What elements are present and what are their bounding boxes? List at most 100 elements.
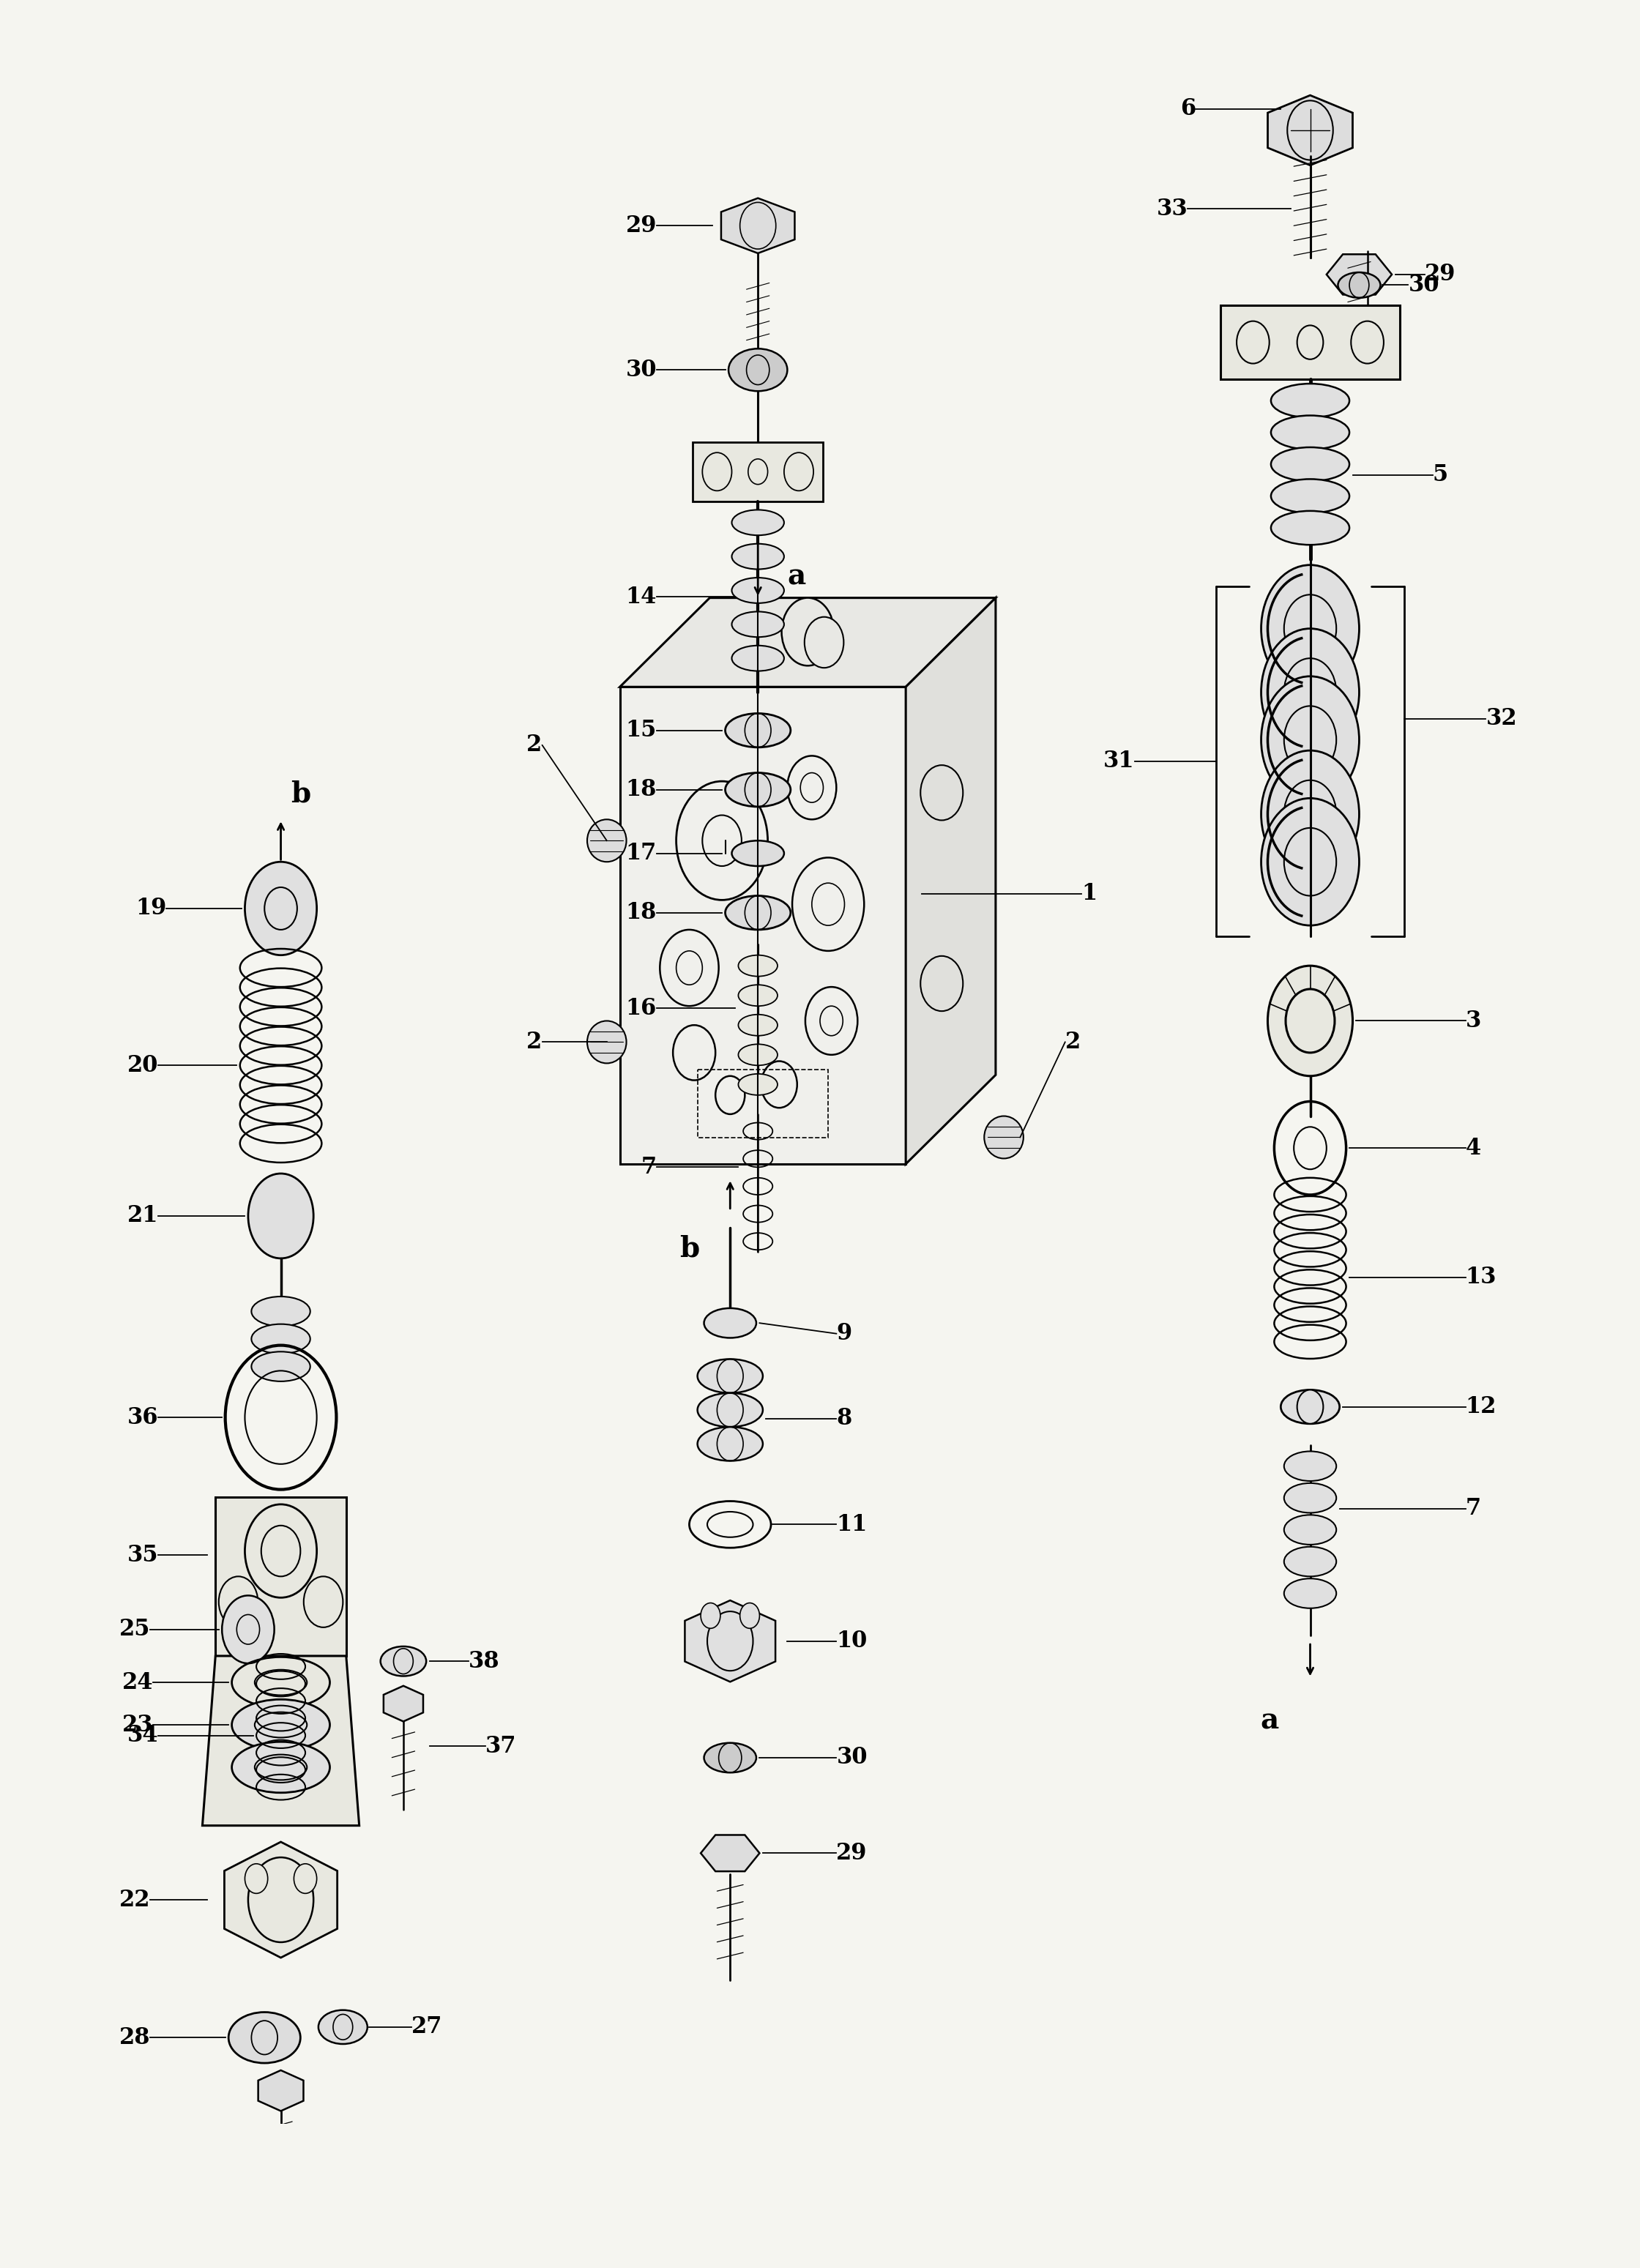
Circle shape	[1237, 322, 1269, 363]
Text: 36: 36	[128, 1406, 159, 1429]
Text: 18: 18	[625, 778, 656, 801]
Ellipse shape	[231, 1742, 330, 1792]
Circle shape	[1261, 798, 1360, 925]
Text: 19: 19	[136, 898, 166, 921]
Circle shape	[787, 755, 836, 819]
Text: 6: 6	[1181, 98, 1196, 120]
Text: 2: 2	[526, 735, 543, 758]
Text: 37: 37	[485, 1735, 517, 1758]
Ellipse shape	[704, 1309, 756, 1338]
Ellipse shape	[738, 1014, 777, 1036]
Circle shape	[740, 202, 776, 249]
Circle shape	[244, 1864, 267, 1894]
Ellipse shape	[725, 896, 790, 930]
Ellipse shape	[697, 1393, 763, 1427]
Ellipse shape	[1271, 479, 1350, 513]
Circle shape	[1284, 658, 1337, 726]
Polygon shape	[257, 2071, 303, 2112]
Ellipse shape	[731, 510, 784, 535]
Ellipse shape	[1338, 272, 1381, 297]
Polygon shape	[692, 442, 823, 501]
Polygon shape	[202, 1656, 359, 1826]
Ellipse shape	[231, 1699, 330, 1751]
Text: 8: 8	[836, 1406, 851, 1429]
Text: 30: 30	[836, 1746, 868, 1769]
Ellipse shape	[984, 1116, 1023, 1159]
Text: b: b	[290, 780, 310, 807]
Ellipse shape	[1284, 1452, 1337, 1481]
Circle shape	[700, 1603, 720, 1628]
Circle shape	[1284, 594, 1337, 662]
Polygon shape	[905, 599, 995, 1163]
Circle shape	[1287, 100, 1333, 161]
Text: 4: 4	[1466, 1136, 1481, 1159]
Text: 22: 22	[120, 1889, 151, 1912]
Text: 29: 29	[836, 1842, 868, 1864]
Ellipse shape	[587, 1021, 626, 1064]
Ellipse shape	[731, 841, 784, 866]
Circle shape	[792, 857, 864, 950]
Polygon shape	[620, 599, 995, 687]
Circle shape	[1284, 780, 1337, 848]
Polygon shape	[1327, 254, 1392, 295]
Text: 10: 10	[836, 1631, 868, 1653]
Polygon shape	[1220, 306, 1401, 379]
Circle shape	[715, 1075, 745, 1114]
Ellipse shape	[1284, 1547, 1337, 1576]
Polygon shape	[620, 687, 905, 1163]
Ellipse shape	[738, 984, 777, 1007]
Text: 29: 29	[1425, 263, 1456, 286]
Circle shape	[1284, 705, 1337, 773]
Ellipse shape	[731, 544, 784, 569]
Polygon shape	[215, 1497, 346, 1656]
Circle shape	[294, 1864, 317, 1894]
Circle shape	[920, 764, 963, 821]
Text: 20: 20	[128, 1055, 159, 1077]
Circle shape	[761, 1061, 797, 1107]
Text: 1: 1	[1081, 882, 1097, 905]
Circle shape	[805, 617, 843, 667]
Text: 34: 34	[126, 1724, 159, 1746]
Text: 9: 9	[836, 1322, 851, 1345]
Ellipse shape	[725, 773, 790, 807]
Text: 7: 7	[1466, 1497, 1481, 1520]
Circle shape	[676, 780, 768, 900]
Text: a: a	[1260, 1708, 1279, 1735]
Text: 17: 17	[626, 841, 656, 864]
Circle shape	[1351, 322, 1384, 363]
Ellipse shape	[731, 612, 784, 637]
Circle shape	[244, 862, 317, 955]
Polygon shape	[225, 1842, 338, 1957]
Text: 35: 35	[128, 1545, 159, 1567]
Circle shape	[707, 1610, 753, 1672]
Circle shape	[248, 1173, 313, 1259]
Circle shape	[1286, 989, 1335, 1052]
Ellipse shape	[704, 1742, 756, 1774]
Text: 14: 14	[625, 585, 656, 608]
Text: 3: 3	[1466, 1009, 1481, 1032]
Text: 2: 2	[526, 1030, 543, 1052]
Circle shape	[740, 1603, 759, 1628]
Circle shape	[702, 454, 731, 490]
Ellipse shape	[738, 1073, 777, 1095]
Text: 32: 32	[1486, 708, 1517, 730]
Ellipse shape	[251, 1297, 310, 1327]
Text: b: b	[679, 1234, 699, 1263]
Circle shape	[659, 930, 718, 1007]
Text: 18: 18	[625, 900, 656, 923]
Circle shape	[264, 887, 297, 930]
Ellipse shape	[1284, 1483, 1337, 1513]
Circle shape	[805, 987, 858, 1055]
Ellipse shape	[697, 1427, 763, 1461]
Ellipse shape	[697, 1359, 763, 1393]
Circle shape	[782, 599, 833, 667]
Text: 11: 11	[836, 1513, 868, 1535]
Circle shape	[244, 1504, 317, 1597]
Text: 28: 28	[120, 2025, 151, 2048]
Text: 33: 33	[1156, 197, 1187, 220]
Text: 25: 25	[120, 1617, 151, 1640]
Ellipse shape	[587, 819, 626, 862]
Text: 24: 24	[123, 1672, 154, 1694]
Text: 23: 23	[121, 1715, 154, 1737]
Ellipse shape	[1271, 415, 1350, 449]
